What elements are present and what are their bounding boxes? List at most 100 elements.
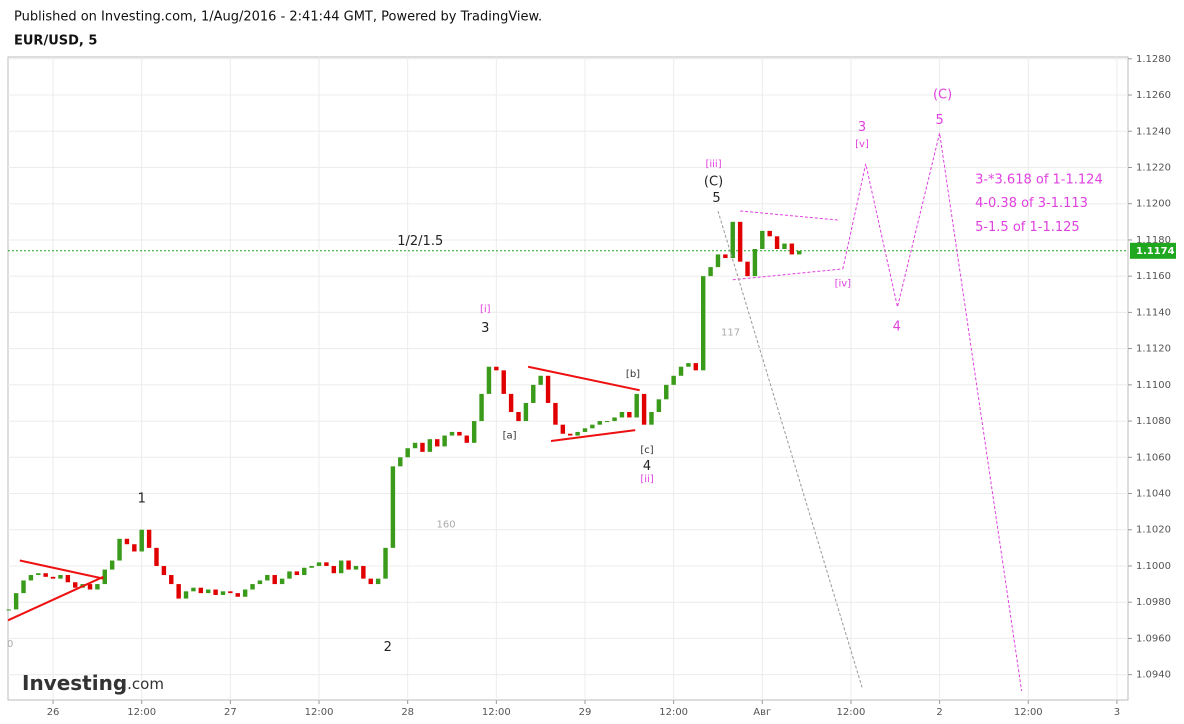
candle	[346, 560, 351, 570]
annotation: [ii]	[640, 474, 653, 485]
annotation: 1/2/1.5	[397, 234, 443, 249]
candle	[649, 412, 654, 425]
candle	[124, 538, 130, 545]
annotation: 4	[643, 459, 651, 474]
candle	[205, 589, 211, 594]
candle	[553, 402, 558, 425]
annotation: 4-0.38 of 3-1.113	[975, 196, 1088, 211]
x-tick-label: 12:00	[1014, 707, 1043, 718]
drawing-line	[7, 575, 104, 622]
candle	[6, 609, 11, 611]
candle	[494, 366, 499, 371]
candle	[508, 393, 514, 413]
candle	[161, 565, 167, 576]
annotation: 3	[481, 321, 489, 336]
annotation: 117	[721, 327, 740, 338]
candle	[412, 442, 418, 449]
candle	[36, 573, 41, 576]
candle	[154, 547, 159, 566]
y-tick-label: 1.0940	[1136, 670, 1171, 681]
candle	[427, 439, 433, 452]
annotation: [i]	[480, 304, 491, 315]
candle	[627, 412, 632, 418]
annotation: 5-1.5 of 1-1.125	[975, 220, 1080, 235]
candle	[545, 375, 551, 403]
candle	[398, 457, 403, 467]
candle	[294, 571, 300, 576]
y-tick-label: 1.1100	[1136, 380, 1171, 391]
candle	[139, 529, 144, 552]
candle	[723, 254, 728, 259]
x-tick-label: 28	[401, 707, 414, 718]
y-tick-label: 1.1200	[1136, 199, 1171, 210]
candle	[368, 578, 373, 585]
annotation: [a]	[503, 431, 517, 442]
y-tick-label: 1.1180	[1136, 235, 1171, 246]
candle	[405, 448, 410, 458]
annotation: 3-*3.618 of 1-1.124	[975, 173, 1103, 188]
candle	[760, 230, 765, 249]
candle	[568, 433, 573, 436]
y-tick-label: 1.1080	[1136, 416, 1171, 427]
candle	[612, 417, 617, 422]
candle	[686, 363, 691, 367]
candle	[279, 578, 285, 585]
candle	[708, 267, 713, 277]
annotation: 0	[7, 639, 13, 650]
candle	[353, 565, 359, 570]
candle	[146, 529, 152, 548]
candle	[486, 366, 492, 394]
annotation: [c]	[640, 445, 653, 456]
candle	[309, 565, 314, 568]
candle	[479, 393, 484, 422]
candle	[604, 421, 610, 423]
x-tick-label: 27	[224, 707, 237, 718]
candle	[449, 431, 455, 436]
annotation: 160	[437, 519, 456, 530]
annotation: [iv]	[835, 278, 852, 289]
y-tick-label: 1.1220	[1136, 162, 1171, 173]
candle	[420, 442, 425, 452]
candle	[198, 587, 204, 594]
candle	[220, 591, 226, 595]
annotation: [v]	[855, 139, 869, 150]
candle	[287, 571, 292, 579]
candle	[442, 435, 447, 447]
x-tick-label: 12:00	[837, 707, 866, 718]
candle	[43, 573, 48, 577]
candle	[169, 575, 174, 585]
y-tick-label: 1.0980	[1136, 597, 1171, 608]
header: Published on Investing.com, 1/Aug/2016 -…	[14, 10, 542, 25]
drawing-line	[527, 365, 640, 392]
x-tick-label: 12:00	[482, 707, 511, 718]
annotation: 2	[384, 640, 392, 655]
candle	[228, 591, 233, 594]
candle	[538, 375, 543, 385]
candle	[28, 575, 34, 581]
candle	[582, 428, 588, 432]
y-tick-label: 1.1020	[1136, 525, 1171, 536]
candle	[50, 576, 56, 579]
candle	[715, 254, 721, 268]
candle	[700, 276, 706, 371]
annotation: 5	[935, 113, 943, 128]
candle	[516, 412, 521, 422]
candle	[235, 593, 240, 597]
candle	[390, 466, 396, 548]
annotation: (C)	[704, 174, 723, 189]
candle	[316, 562, 322, 566]
annotation: 5	[712, 191, 720, 206]
candle	[619, 412, 625, 418]
annotation: 3	[858, 120, 866, 135]
last-price-box	[1130, 242, 1176, 259]
x-tick-label: 26	[47, 707, 60, 718]
candle	[13, 593, 19, 610]
candle	[597, 421, 602, 425]
candle	[797, 250, 802, 255]
candle	[338, 560, 344, 574]
candle	[782, 243, 787, 249]
candle	[737, 221, 743, 262]
drawing-line	[550, 429, 636, 442]
y-tick-label: 1.1240	[1136, 126, 1171, 137]
